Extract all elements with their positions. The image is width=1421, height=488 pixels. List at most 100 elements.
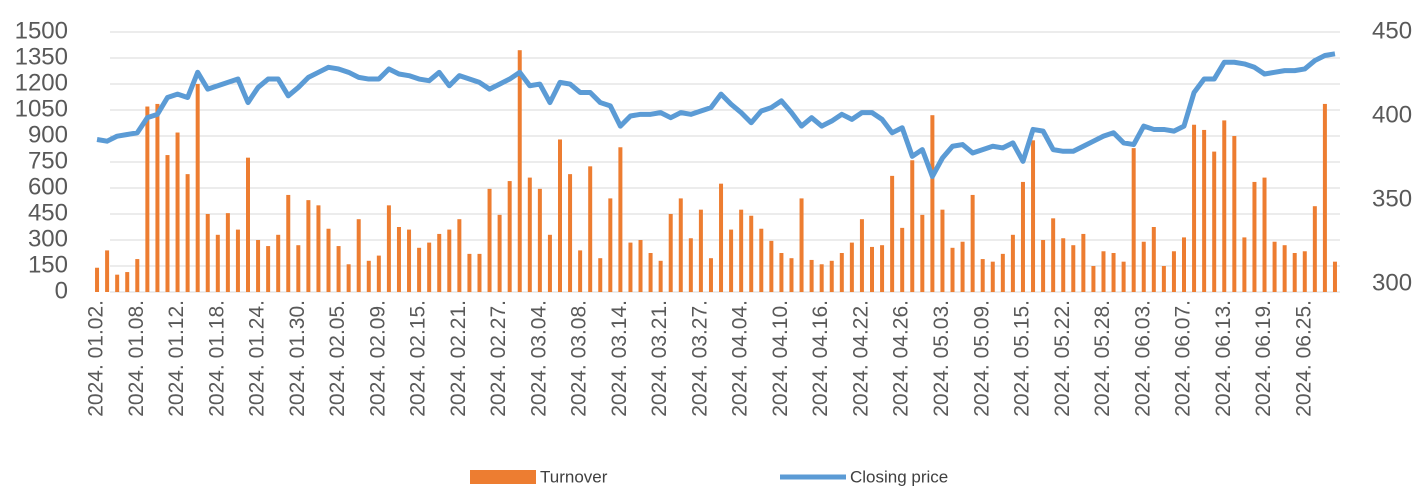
- x-tick-label: 2024. 03.04.: [527, 300, 550, 417]
- bar: [759, 228, 764, 292]
- bar: [799, 198, 804, 292]
- bars: [95, 50, 1337, 293]
- bar: [407, 229, 412, 292]
- bar: [497, 214, 502, 292]
- bar: [235, 229, 240, 292]
- bar: [276, 234, 281, 292]
- bar: [1292, 253, 1297, 292]
- bar: [547, 234, 552, 292]
- bar: [396, 227, 401, 292]
- bar: [1121, 261, 1126, 292]
- bar: [1182, 237, 1186, 292]
- bar: [417, 247, 422, 292]
- bar: [819, 264, 824, 292]
- legend-label: Closing price: [850, 467, 948, 486]
- bar: [1262, 177, 1267, 292]
- x-tick-label: 2024. 06.03.: [1131, 300, 1154, 417]
- bar: [1232, 136, 1237, 292]
- x-tick-label: 2024. 01.24.: [246, 300, 269, 417]
- bar: [920, 214, 925, 292]
- bar: [829, 260, 834, 292]
- x-tick-label: 2024. 03.14.: [608, 300, 631, 417]
- bar: [95, 267, 100, 292]
- y-tick-label: 150: [28, 251, 68, 278]
- bar: [296, 245, 301, 292]
- bar: [698, 209, 703, 292]
- bar: [306, 200, 311, 292]
- bar: [618, 147, 623, 292]
- x-tick-label: 2024. 01.30.: [286, 300, 309, 417]
- bar: [638, 240, 643, 292]
- lines: [96, 51, 1336, 179]
- bar: [1010, 234, 1015, 292]
- bar: [1041, 240, 1046, 292]
- bar: [1242, 237, 1247, 292]
- x-tick-label: 2024. 06.13.: [1212, 300, 1235, 417]
- bar: [1000, 253, 1005, 292]
- y-tick-label: 1350: [15, 43, 68, 70]
- x-tick-label: 2024. 03.08.: [568, 300, 591, 417]
- bar: [668, 214, 673, 292]
- bar: [1061, 238, 1066, 292]
- y-tick-label: 1500: [15, 17, 68, 44]
- bar: [1302, 251, 1307, 292]
- y-tick-label: 600: [28, 173, 68, 200]
- bar: [366, 260, 371, 292]
- bar: [175, 132, 180, 292]
- bar: [658, 260, 663, 292]
- bar: [1322, 103, 1327, 292]
- bar: [729, 229, 734, 292]
- x-tick-label: 2024. 01.18.: [205, 300, 228, 417]
- x-tick-label: 2024. 02.05.: [326, 300, 349, 417]
- bar: [648, 253, 653, 292]
- bar: [356, 219, 361, 292]
- bar: [1171, 251, 1176, 292]
- bar: [568, 174, 573, 292]
- bar: [839, 253, 844, 292]
- bar: [105, 250, 110, 292]
- bar: [849, 242, 854, 292]
- y-tick-label: 0: [55, 277, 68, 304]
- y2-tick-label: 350: [1372, 185, 1412, 212]
- y-tick-label: 1200: [15, 69, 68, 96]
- x-tick-label: 2024. 04.26.: [890, 300, 913, 417]
- bar: [225, 213, 230, 292]
- bar: [688, 238, 693, 292]
- bar: [970, 194, 975, 292]
- bar: [990, 261, 995, 292]
- bar: [628, 242, 633, 292]
- bar: [598, 258, 603, 292]
- bar: [950, 247, 955, 292]
- x-tick-label: 2024. 03.21.: [648, 300, 671, 417]
- x-tick-label: 2024. 05.03.: [930, 300, 953, 417]
- x-tick-label: 2024. 06.07.: [1172, 300, 1195, 417]
- bar: [507, 181, 512, 292]
- x-tick-label: 2024. 06.25.: [1292, 300, 1315, 417]
- bar: [769, 240, 774, 292]
- bar: [527, 177, 532, 292]
- bar: [477, 253, 482, 292]
- bar: [115, 274, 120, 292]
- x-labels: 2024. 01.02. 2024. 01.08. 2024. 01.12. 2024…: [85, 300, 1316, 417]
- bar: [517, 50, 522, 293]
- x-tick-label: 2024. 05.22.: [1051, 300, 1074, 417]
- bar: [447, 229, 452, 292]
- y-tick-label: 750: [28, 147, 68, 174]
- bar: [900, 227, 905, 292]
- bar: [1192, 124, 1197, 292]
- bar: [266, 246, 271, 292]
- bar: [1332, 261, 1337, 292]
- y-tick-label: 1050: [15, 95, 68, 122]
- x-tick-label: 2024. 04.04.: [729, 300, 752, 417]
- bar: [165, 155, 170, 292]
- bar: [467, 253, 472, 292]
- bar: [588, 166, 593, 292]
- bar: [155, 103, 160, 292]
- x-tick-label: 2024. 04.10.: [769, 300, 792, 417]
- bar: [427, 242, 432, 292]
- bar: [125, 272, 130, 292]
- bar: [779, 253, 784, 292]
- bar: [1031, 140, 1036, 292]
- bar: [326, 228, 331, 292]
- bar: [1151, 227, 1156, 292]
